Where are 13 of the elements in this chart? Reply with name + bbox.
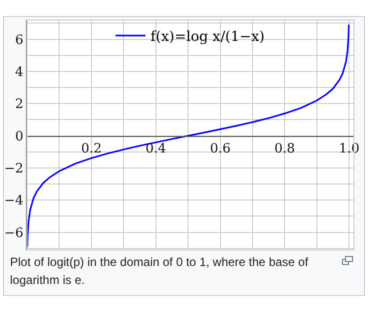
x-tick-label: 0.2 [81, 141, 102, 156]
y-tick-label: 2 [15, 97, 24, 112]
y-tick-label: 0 [15, 129, 24, 144]
y-tick-label: −4 [4, 194, 24, 209]
x-tick-label: 0.6 [210, 141, 231, 156]
legend-label: f(x)=log x/(1−x) [150, 29, 265, 46]
x-tick-label: 0.4 [146, 141, 166, 156]
x-tick-label: 0.8 [274, 141, 296, 156]
y-tick-label: 6 [15, 32, 24, 48]
y-tick-label: 4 [15, 65, 24, 80]
y-tick-label: −2 [4, 162, 24, 177]
y-tick-label: −6 [4, 226, 24, 241]
text: Plot of logit(p) in the domain of 0 to 1, where the base of logarithm is e. [10, 254, 310, 289]
